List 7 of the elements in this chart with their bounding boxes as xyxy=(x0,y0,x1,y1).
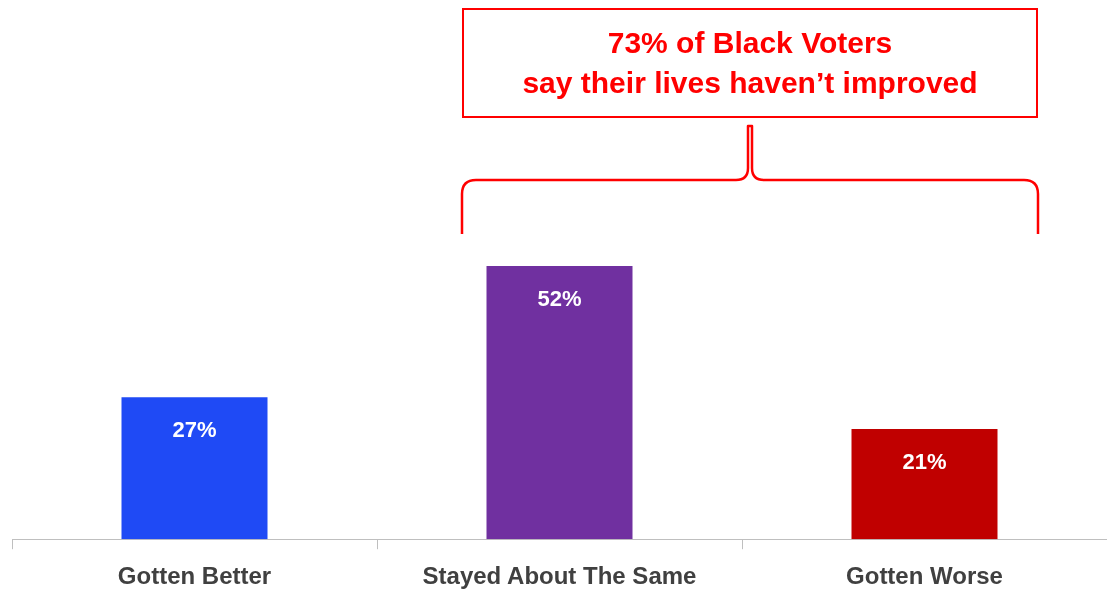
x-tick-label: Stayed About The Same xyxy=(422,562,697,590)
text: 73% of Black Voters say their lives haven’t improved xyxy=(521,25,979,101)
x-tick-label: Gotten Worse xyxy=(846,562,1003,590)
data-label: 27% xyxy=(172,417,217,443)
data-label: 21% xyxy=(902,448,947,474)
x-tick-label: Gotten Better xyxy=(117,562,272,590)
data-label: 52% xyxy=(537,286,582,312)
